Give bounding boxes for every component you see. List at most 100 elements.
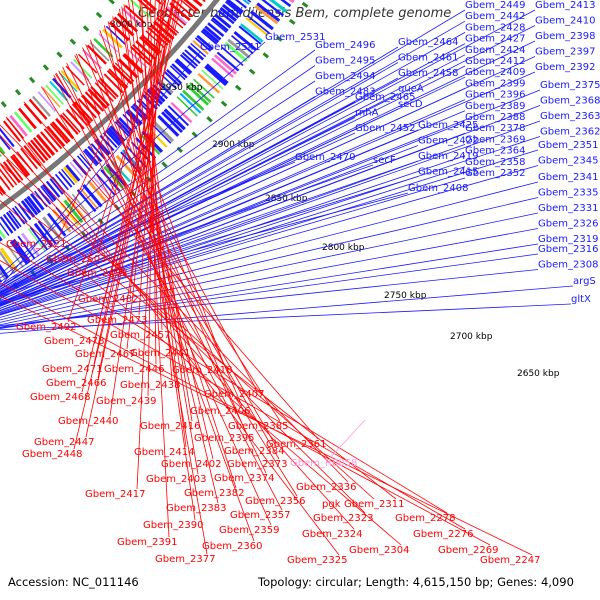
reverse-leader-line	[23, 101, 319, 440]
forward-gene-label: Gbem_2352	[465, 168, 525, 179]
reverse-gene-label: Gbem_2471	[42, 364, 102, 375]
scale-tick	[108, 0, 115, 5]
reverse-gene-label: Gbem_2416	[140, 421, 200, 432]
forward-cds-color-block	[201, 69, 224, 90]
reverse-gene-label: Gbem_2448	[22, 449, 82, 460]
forward-leader-line	[0, 285, 574, 334]
reverse-cds-color-block	[37, 91, 57, 112]
reverse-gene-block	[62, 112, 81, 133]
forward-leader-line	[0, 243, 539, 329]
forward-cds-color-block	[115, 154, 137, 178]
forward-gene-block	[14, 205, 28, 223]
forward-leader-line	[0, 121, 466, 307]
reverse-leader-line	[41, 86, 298, 497]
forward-gene-label: Gbem_2388	[465, 112, 525, 123]
forward-leader-line	[0, 176, 419, 306]
reverse-cds-color-block	[13, 111, 33, 133]
scale-tick	[234, 84, 242, 91]
reverse-gene-label: Gbem_2446	[104, 364, 164, 375]
reverse-gene-label: Gbem_2373	[227, 459, 287, 470]
reverse-gene-block	[127, 49, 148, 69]
reverse-gene-label: Gbem_2521	[6, 239, 66, 250]
forward-cds-color-block	[17, 235, 36, 260]
forward-cds-color-block	[288, 0, 295, 4]
forward-cds-color-block	[27, 228, 46, 252]
forward-leader-line	[0, 99, 466, 303]
reverse-gene-label: Gbem_2493	[67, 268, 127, 279]
reverse-gene-block	[201, 0, 206, 3]
reverse-cds-color-block	[72, 58, 93, 79]
reverse-leader-line	[128, 0, 187, 448]
forward-gene-label: Gbem_2408	[408, 183, 468, 194]
reverse-gene-label: Gbem_2441	[130, 348, 190, 359]
reverse-gene-label: Gbem_2304	[349, 545, 409, 556]
forward-gene-block	[184, 49, 201, 64]
forward-cds-color-block	[221, 46, 244, 66]
genome-summary: Topology: circular; Length: 4,615,150 bp…	[258, 575, 574, 589]
forward-gene-label: Gbem_2397	[535, 47, 595, 58]
forward-cds-color-block	[216, 51, 240, 72]
scale-tick	[206, 116, 213, 123]
forward-leader-line	[0, 269, 539, 327]
forward-leader-line	[0, 177, 466, 315]
reverse-leader-line	[75, 53, 255, 542]
reverse-cds-color-block	[42, 87, 61, 108]
reverse-gene-block	[81, 94, 101, 116]
reverse-cds-color-block	[113, 16, 135, 37]
reverse-gene-block	[172, 0, 194, 18]
forward-cds-color-block	[249, 10, 274, 31]
rna-gene-label: Gbem_R0058	[290, 458, 357, 469]
forward-cds-color-block	[193, 78, 215, 99]
reverse-gene-block	[135, 40, 156, 60]
scale-tick	[14, 89, 22, 96]
forward-gene-label: Gbem_2358	[465, 157, 525, 168]
forward-gene-label: Gbem_2461	[398, 53, 458, 64]
reverse-cds-color-block	[121, 7, 143, 28]
forward-leader-line	[0, 71, 536, 304]
reverse-gene-label: Gbem_2473	[87, 315, 147, 326]
reverse-cds-color-block	[0, 127, 15, 148]
reverse-gene-label: Gbem_2385	[228, 421, 288, 432]
forward-leader-line	[0, 89, 541, 307]
forward-cds-color-block	[182, 89, 205, 111]
forward-leader-line	[0, 56, 536, 302]
forward-gene-block	[225, 0, 243, 15]
forward-gene-label: Gbem_2419	[418, 151, 478, 162]
forward-leader-line	[0, 65, 466, 298]
reverse-cds-color-block	[9, 114, 28, 137]
reverse-gene-block	[103, 73, 124, 94]
forward-gene-block	[210, 19, 227, 33]
forward-gene-label: Gbem_2452	[355, 123, 415, 134]
forward-gene-label: Gbem_2422	[418, 136, 478, 147]
forward-gene-block	[187, 45, 205, 61]
forward-gene-label: Gbem_2375	[540, 80, 600, 91]
forward-leader-line	[0, 41, 266, 276]
scale-tick	[0, 101, 7, 108]
reverse-leader-line	[97, 0, 170, 255]
reverse-cds-color-block	[142, 0, 157, 12]
forward-gene-label: Gbem_2392	[535, 62, 595, 73]
forward-gene-label: Gbem_2362	[540, 127, 600, 138]
scale-tick	[301, 1, 309, 8]
forward-leader-line	[0, 144, 466, 311]
forward-cds-color-block	[227, 38, 251, 59]
reverse-gene-block	[49, 123, 69, 144]
forward-cds-color-block	[60, 202, 80, 226]
reverse-gene-block	[112, 64, 133, 85]
forward-cds-color-block	[63, 199, 84, 224]
forward-gene-block	[169, 65, 186, 81]
forward-cds-color-block	[95, 173, 116, 196]
forward-gene-label: Gbem_2427	[465, 34, 525, 45]
scale-tick	[220, 100, 228, 107]
forward-gene-label: Gbem_2470	[295, 152, 355, 163]
reverse-leader-line	[55, 72, 280, 460]
reverse-gene-block	[132, 44, 153, 64]
reverse-leader-line	[97, 0, 175, 379]
forward-gene-label: Gbem_2495	[315, 56, 375, 67]
forward-cds-color-block	[261, 0, 284, 17]
reverse-gene-label: Gbem_2395	[194, 433, 254, 444]
reverse-gene-label: Gbem_2276	[413, 529, 473, 540]
reverse-gene-block	[32, 137, 52, 159]
forward-gene-block	[26, 195, 42, 214]
forward-gene-label: Gbem_2465	[355, 92, 415, 103]
